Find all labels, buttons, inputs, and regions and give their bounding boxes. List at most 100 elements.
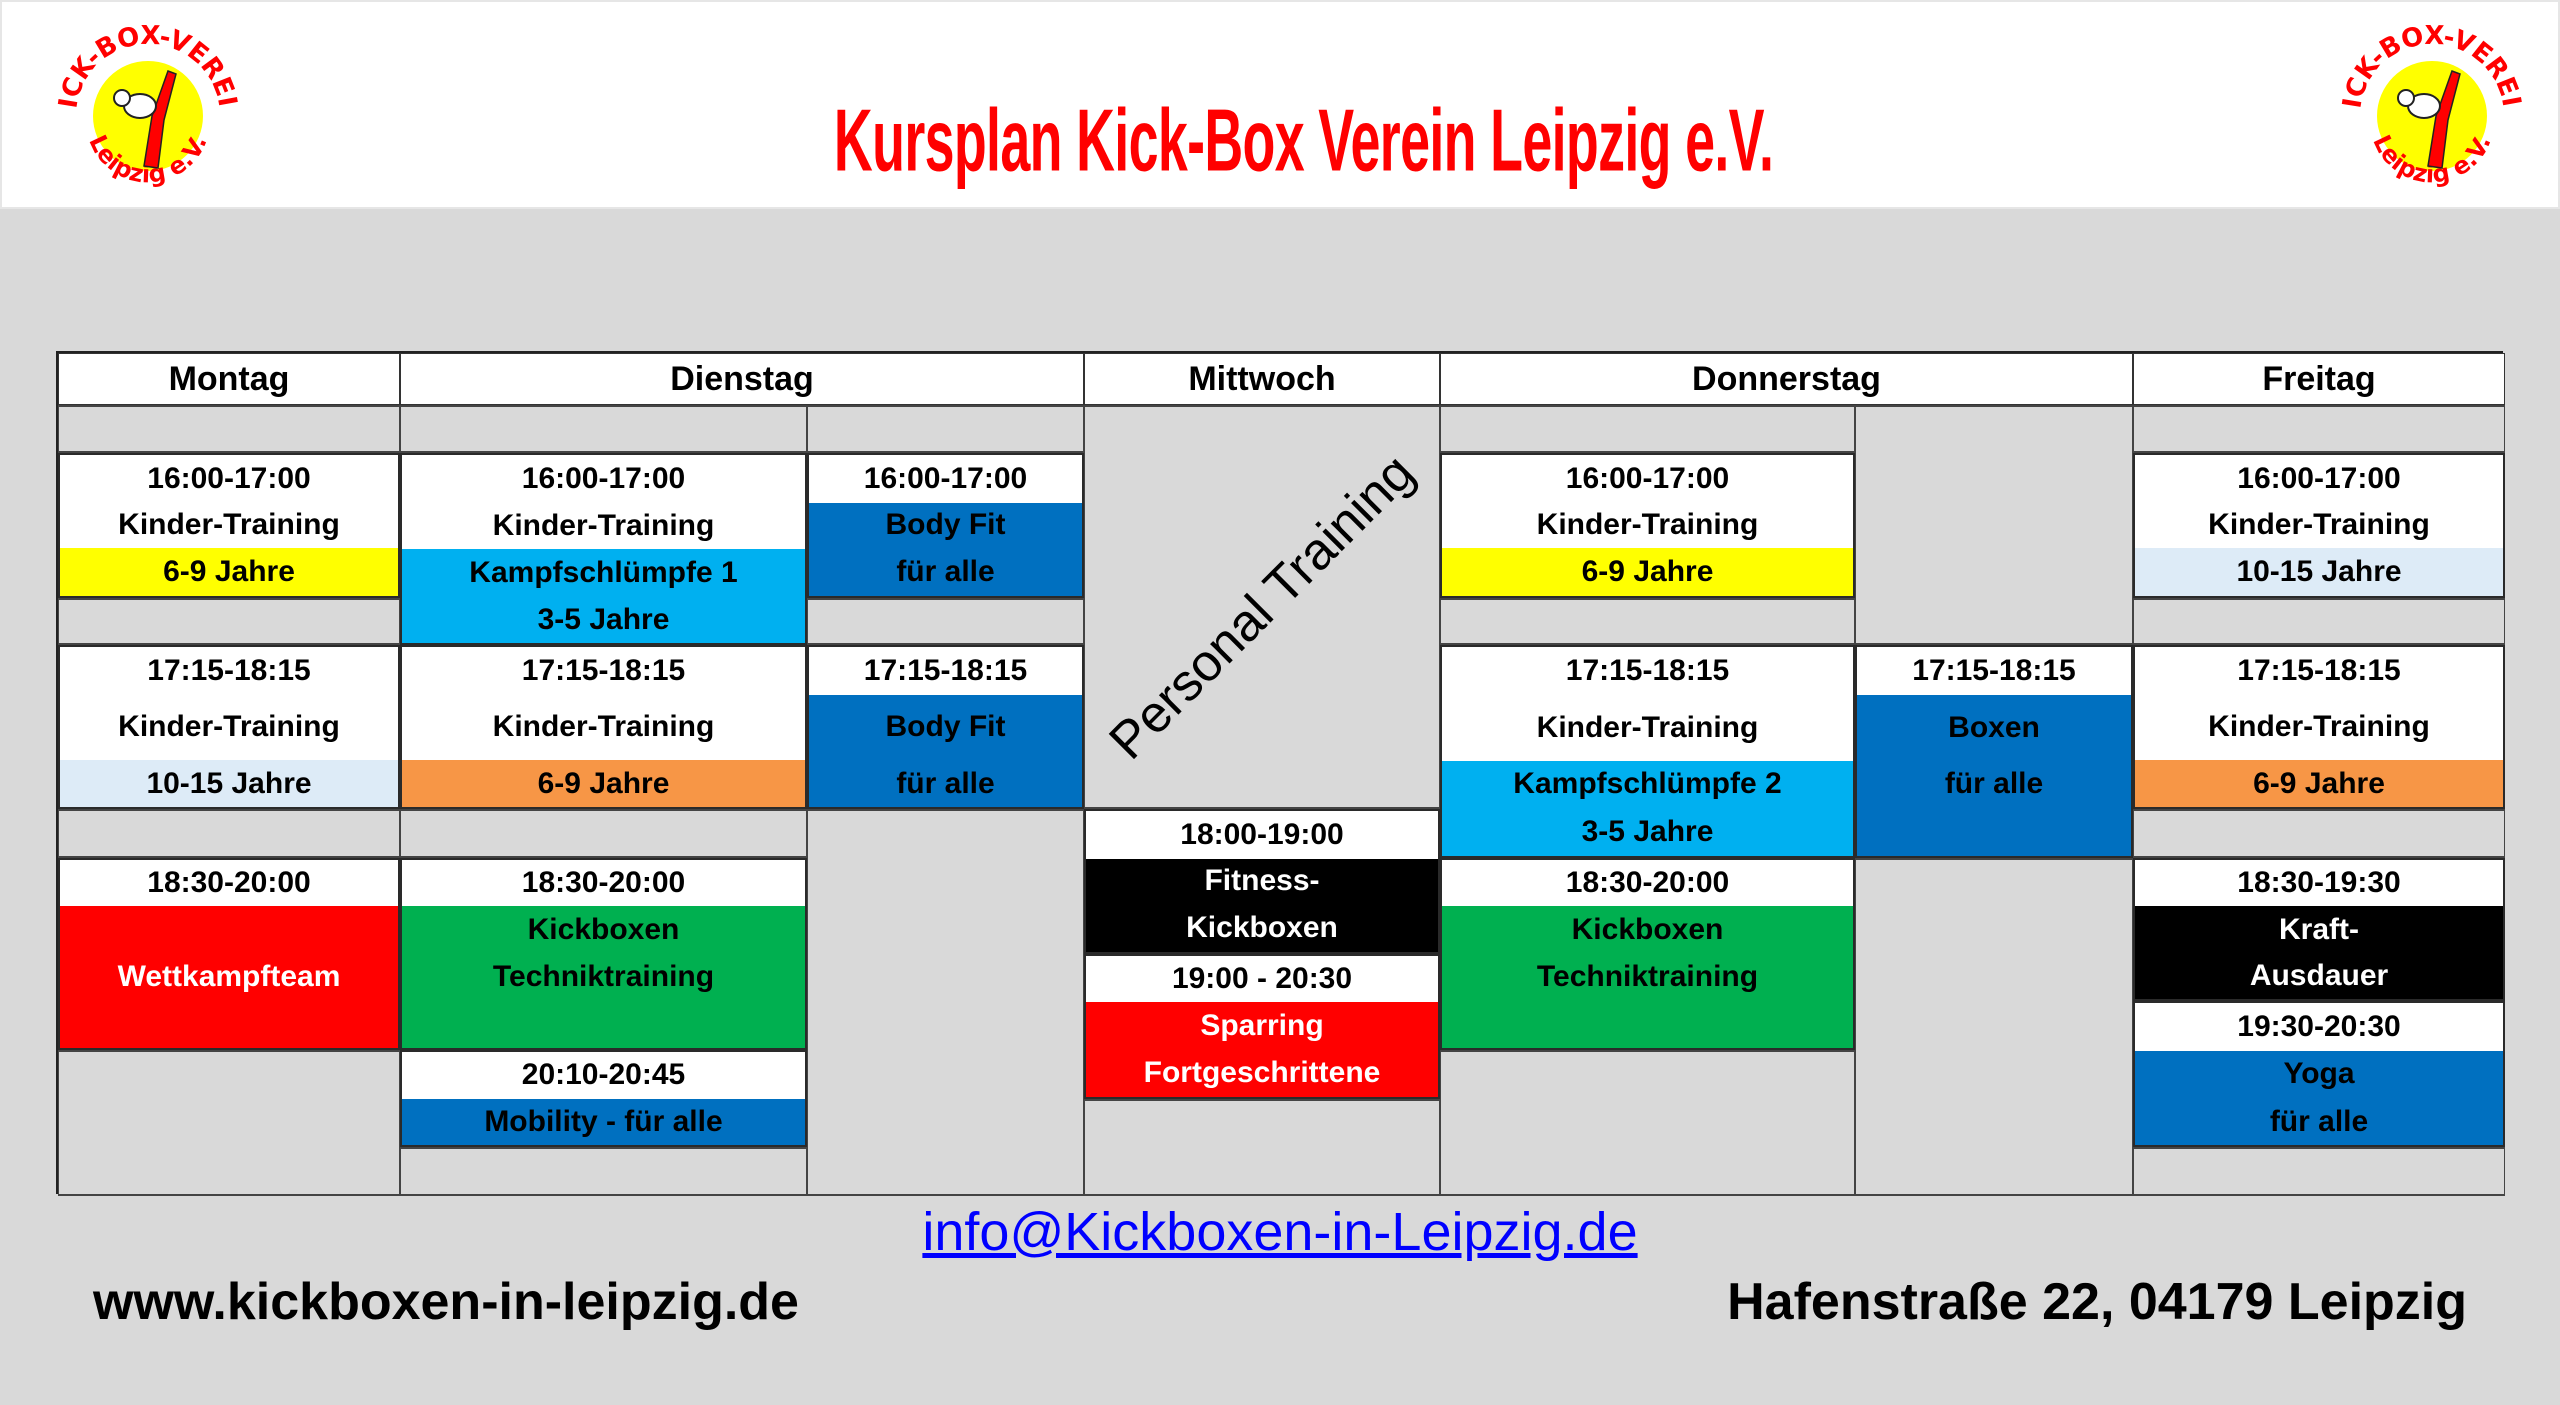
course-filler <box>1442 1000 1853 1048</box>
empty-cell <box>2133 809 2505 858</box>
course-block: 16:00-17:00 Kinder-Training 6-9 Jahre <box>58 453 400 598</box>
course-time: 19:30-20:30 <box>2135 1003 2503 1051</box>
course-block: 16:00-17:00 Kinder-Training 10-15 Jahre <box>2133 453 2505 598</box>
empty-cell <box>1855 405 2133 645</box>
course-group: 6-9 Jahre <box>402 760 805 807</box>
course-block: 17:15-18:15 Kinder-Training 10-15 Jahre <box>58 645 400 809</box>
course-time: 18:30-20:00 <box>1442 860 1853 907</box>
empty-cell <box>807 405 1084 453</box>
course-title: Body Fit <box>809 502 1082 549</box>
schedule-table: Montag Dienstag Mittwoch Donnerstag Frei… <box>56 351 2505 1196</box>
course-block: 17:15-18:15 Kinder-Training Kampfschlümp… <box>1440 645 1855 858</box>
personal-training-label: Personal Training <box>1098 443 1426 771</box>
course-time: 17:15-18:15 <box>2135 647 2503 695</box>
course-time: 18:00-19:00 <box>1086 811 1438 859</box>
course-block: 18:30-20:00 Kickboxen Techniktraining <box>400 858 807 1050</box>
course-title: Mobility - für alle <box>402 1098 805 1145</box>
day-header-freitag: Freitag <box>2133 353 2505 405</box>
empty-cell <box>1440 1050 1855 1196</box>
empty-cell <box>2133 1147 2505 1196</box>
empty-cell <box>1855 858 2133 1196</box>
day-header-mittwoch: Mittwoch <box>1084 353 1440 405</box>
course-subtitle: Kickboxen <box>1086 904 1438 952</box>
course-subtitle: Kampfschlümpfe 1 <box>402 549 805 597</box>
course-block: 17:15-18:15 Kinder-Training 6-9 Jahre <box>400 645 807 809</box>
empty-cell <box>1440 598 1855 645</box>
course-block: 19:00 - 20:30 Sparring Fortgeschrittene <box>1084 954 1440 1099</box>
course-subtitle: Fortgeschrittene <box>1086 1049 1438 1097</box>
course-filler <box>1857 807 2131 856</box>
empty-cell <box>400 405 807 453</box>
course-block: 16:00-17:00 Kinder-Training Kampfschlümp… <box>400 453 807 645</box>
course-time: 16:00-17:00 <box>1442 455 1853 503</box>
course-group: 10-15 Jahre <box>2135 548 2503 596</box>
empty-cell <box>58 1050 400 1196</box>
course-title: Kinder-Training <box>2135 694 2503 761</box>
course-group: 10-15 Jahre <box>60 760 398 807</box>
course-block: 19:30-20:30 Yoga für alle <box>2133 1001 2505 1147</box>
course-time: 16:00-17:00 <box>60 455 398 503</box>
course-subtitle: Ausdauer <box>2135 953 2503 999</box>
day-header-donnerstag: Donnerstag <box>1440 353 2133 405</box>
course-block: 17:15-18:15 Boxen für alle <box>1855 645 2133 858</box>
course-title: Kinder-Training <box>402 502 805 549</box>
course-time: 17:15-18:15 <box>1857 647 2131 696</box>
course-title: Kinder-Training <box>1442 695 1853 761</box>
course-title: Sparring <box>1086 1001 1438 1050</box>
course-title: Kinder-Training <box>402 694 805 761</box>
course-subtitle: Kampfschlümpfe 2 <box>1442 760 1853 808</box>
course-block: 17:15-18:15 Body Fit für alle <box>807 645 1084 809</box>
course-subtitle: für alle <box>1857 760 2131 808</box>
course-title: Kinder-Training <box>60 502 398 549</box>
empty-cell <box>807 598 1084 645</box>
day-header-dienstag: Dienstag <box>400 353 1084 405</box>
course-group: 6-9 Jahre <box>2135 760 2503 807</box>
empty-cell <box>58 809 400 858</box>
address-text: Hafenstraße 22, 04179 Leipzig <box>1727 1273 2467 1331</box>
course-title: Fitness- <box>1086 858 1438 905</box>
empty-cell <box>2133 405 2505 453</box>
empty-cell <box>400 809 807 858</box>
course-title: Kraft- <box>2135 905 2503 954</box>
course-time: 19:00 - 20:30 <box>1086 956 1438 1002</box>
club-logo-left: KICK-BOX-VEREIN Leipzig e.V. <box>48 16 242 189</box>
empty-cell <box>58 405 400 453</box>
personal-training-cell: Personal Training <box>1084 405 1440 809</box>
empty-cell <box>807 809 1084 1196</box>
email-link[interactable]: info@Kickboxen-in-Leipzig.de <box>922 1202 1638 1262</box>
course-time: 18:30-19:30 <box>2135 860 2503 906</box>
course-title: Kinder-Training <box>2135 502 2503 549</box>
course-group: 3-5 Jahre <box>402 596 805 643</box>
course-title: Kickboxen <box>402 906 805 954</box>
course-group: 6-9 Jahre <box>1442 548 1853 596</box>
course-subtitle: für alle <box>809 760 1082 807</box>
course-time: 18:30-20:00 <box>402 860 805 907</box>
page-title: Kursplan Kick-Box Verein Leipzig e.V. <box>833 90 1774 190</box>
course-title: Body Fit <box>809 694 1082 761</box>
course-time: 16:00-17:00 <box>402 455 805 503</box>
course-group: 3-5 Jahre <box>1442 807 1853 856</box>
course-block: 20:10-20:45 Mobility - für alle <box>400 1050 807 1147</box>
course-subtitle: Techniktraining <box>402 954 805 1001</box>
empty-cell <box>58 598 400 645</box>
course-time: 17:15-18:15 <box>60 647 398 695</box>
day-header-montag: Montag <box>58 353 400 405</box>
course-title: Kinder-Training <box>1442 502 1853 549</box>
course-group: 6-9 Jahre <box>60 548 398 596</box>
course-filler <box>402 1000 805 1048</box>
course-block: 18:00-19:00 Fitness- Kickboxen <box>1084 809 1440 954</box>
club-logo-right: KICK-BOX-VEREIN Leipzig e.V. <box>2332 16 2526 189</box>
course-title: Kinder-Training <box>60 694 398 761</box>
empty-cell <box>400 1147 807 1196</box>
course-time: 16:00-17:00 <box>2135 455 2503 503</box>
course-time: 17:15-18:15 <box>809 647 1082 695</box>
website-text: www.kickboxen-in-leipzig.de <box>93 1273 799 1331</box>
empty-cell <box>1084 1099 1440 1196</box>
course-time: 18:30-20:00 <box>60 860 398 907</box>
course-title: Kickboxen <box>1442 906 1853 954</box>
course-block: 18:30-19:30 Kraft- Ausdauer <box>2133 858 2505 1001</box>
course-block: 17:15-18:15 Kinder-Training 6-9 Jahre <box>2133 645 2505 809</box>
course-block: 16:00-17:00 Body Fit für alle <box>807 453 1084 598</box>
course-subtitle: für alle <box>2135 1098 2503 1145</box>
course-subtitle: für alle <box>809 548 1082 596</box>
